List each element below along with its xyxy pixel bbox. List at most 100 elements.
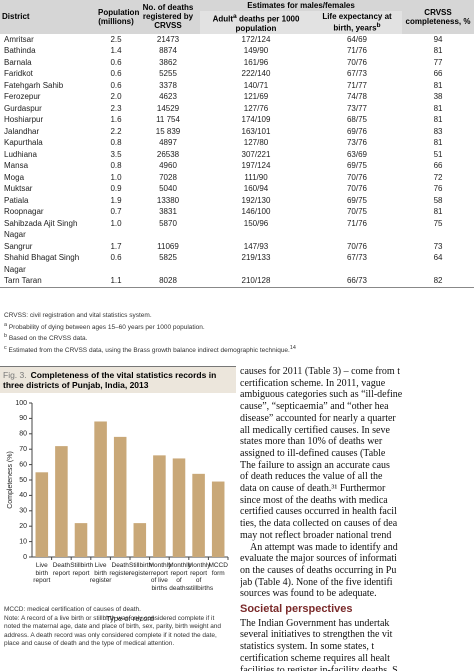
table-row: Sangrur 1.7 11069 147/93 70/76 73	[0, 241, 474, 253]
text-line: may not reflect broader national trend	[240, 529, 392, 541]
text-line: cause”, “septicaemia” and “other hea	[240, 401, 389, 413]
footnote-mark: a	[4, 321, 8, 328]
table-row: Bathinda 1.4 8874 149/90 71/76 81	[0, 45, 474, 57]
bar	[153, 455, 166, 557]
table-cell: 2.3	[110, 103, 122, 113]
table-cell: 5040	[159, 184, 177, 194]
footnote-list: a Probability of dying between ages 15–6…	[4, 321, 464, 356]
footnote: CRVSS: civil registration and vital stat…	[4, 312, 152, 319]
text-line: certified causes occurred in health faci…	[240, 506, 397, 518]
x-tick-label: Stillbirth report	[70, 562, 94, 577]
footnote: b Based on the CRVSS data.	[4, 332, 464, 344]
text-line: all medically certified causes. In seve	[240, 424, 390, 436]
y-tick-label: 40	[19, 492, 27, 499]
table-row: Moga 1.0 7028 111/90 70/76 72	[0, 172, 474, 184]
table-cell: 147/93	[243, 241, 269, 251]
table-cell: 1.0	[110, 218, 122, 228]
table-cell: 70/76	[346, 172, 368, 182]
district-cell: Fatehgarh Sahib	[4, 80, 64, 90]
data-table: District Population (millions) No. of de…	[0, 0, 474, 288]
district-cell: Ludhiana	[4, 149, 37, 159]
y-tick-label: 60	[19, 461, 27, 468]
table-cell: 146/100	[241, 207, 271, 217]
table-cell: 2.0	[110, 92, 122, 102]
table-row: Sahibzada Ajit Singh Nagar 1.0 5870 150/96 7…	[0, 218, 474, 241]
footnote-text: Estimated from the CRVSS data, using the…	[8, 346, 290, 354]
table-cell: 76	[433, 184, 443, 194]
table-cell: 140/71	[243, 80, 269, 90]
table-cell: 11069	[157, 241, 179, 251]
table-cell: 11 754	[156, 115, 180, 125]
table-cell: 1.6	[110, 115, 122, 125]
table-cell: 66/73	[312, 275, 403, 288]
table-cell: 81	[433, 46, 443, 56]
body-text: causes for 2011 (Table 3) – come from t c…	[240, 366, 474, 671]
table-cell: 5255	[159, 69, 177, 79]
table-cell: 7028	[159, 172, 177, 182]
table-cell: 5870	[159, 218, 177, 228]
table-cell: 51	[433, 149, 443, 159]
text-line: ties, the data collected on causes of de…	[240, 518, 398, 530]
district-cell: Hoshiarpur	[4, 115, 44, 125]
bar	[74, 523, 88, 557]
table-cell: 0.7	[110, 207, 122, 217]
district-cell: Jalandhar	[4, 126, 40, 136]
table-cell: 307/221	[241, 149, 271, 159]
y-tick-label: 50	[19, 477, 27, 484]
table-cell: 160/94	[243, 184, 269, 194]
text-line: sources was found to be adequate.	[240, 588, 377, 600]
x-tick-label: Monthly report of live births	[148, 562, 172, 592]
figure-label: Fig. 3.	[3, 370, 27, 380]
footnotes: CRVSS: civil registration and vital stat…	[4, 312, 464, 355]
table-cell: 150/96	[243, 218, 269, 228]
table-cell: 1.0	[110, 172, 122, 182]
x-tick-label: Monthly report of stillbirths	[187, 562, 214, 592]
y-tick-label: 10	[19, 538, 27, 545]
table-cell: 70/76	[346, 184, 368, 194]
table-cell: 74/78	[346, 92, 368, 102]
header-adult: Adulta deaths per 1000 population	[200, 11, 312, 34]
table-row: Kapurthala 0.8 4897 127/80 73/76 81	[0, 137, 474, 149]
table-cell: 210/128	[200, 275, 312, 288]
table-cell: 5825	[159, 253, 177, 263]
district-cell: Amritsar	[4, 34, 34, 44]
text-line: causes for 2011 (Table 3) – come from t	[240, 366, 400, 377]
text-line: several initiatives to strengthen the vi…	[240, 629, 393, 641]
footnote-mark: b	[4, 333, 8, 340]
table-cell: 69/75	[346, 195, 368, 205]
table-row: Fatehgarh Sahib 0.6 3378 140/71 71/77 81	[0, 80, 474, 92]
table-cell: 64/69	[346, 34, 368, 44]
table-cell: 0.6	[110, 57, 122, 67]
x-axis-label: Type of record	[106, 614, 154, 623]
district-cell: Sangrur	[4, 241, 33, 251]
table-cell: 67/73	[346, 253, 368, 263]
table-cell: 81	[433, 138, 443, 148]
y-axis-label: Completeness (%)	[7, 451, 14, 509]
header-life: Life expectancy at birth, yearsb	[312, 11, 403, 34]
table-cell: 69/76	[346, 126, 368, 136]
figure-notes: MCCD: medical certification of causes of…	[4, 606, 232, 649]
figure-note: MCCD: medical certification of causes of…	[4, 606, 141, 613]
text-line: The Indian Government has undertak	[240, 617, 390, 629]
table-cell: 71/76	[346, 218, 368, 228]
header-sup: a	[233, 13, 237, 20]
y-tick-label: 80	[19, 431, 27, 438]
text-line: disease” accounted for nearly a quarter	[240, 412, 396, 424]
table-row: Ludhiana 3.5 26538 307/221 63/69 51	[0, 149, 474, 161]
table-cell: 2.2	[110, 126, 122, 136]
district-cell: Muktsar	[4, 184, 33, 194]
district-cell: Mansa	[4, 161, 29, 171]
table-cell: 3831	[159, 207, 177, 217]
table-row: Amritsar 2.5 21473 172/124 64/69 94	[0, 34, 474, 46]
footnote: c Estimated from the CRVSS data, using t…	[4, 344, 464, 356]
table-cell: 4960	[159, 161, 177, 171]
table-cell: 163/101	[241, 126, 271, 136]
text-line: jab (Table 4). None of the five identifi	[240, 576, 393, 588]
figure: Fig. 3. Completeness of the vital statist…	[0, 366, 236, 633]
table-cell: 0.6	[110, 80, 122, 90]
district-cell: Tarn Taran	[0, 275, 96, 288]
table-cell: 81	[433, 207, 443, 217]
table-cell: 1.9	[110, 195, 122, 205]
table-cell: 1.1	[96, 275, 136, 288]
text-line: of death reduces the value of all the	[240, 471, 383, 483]
